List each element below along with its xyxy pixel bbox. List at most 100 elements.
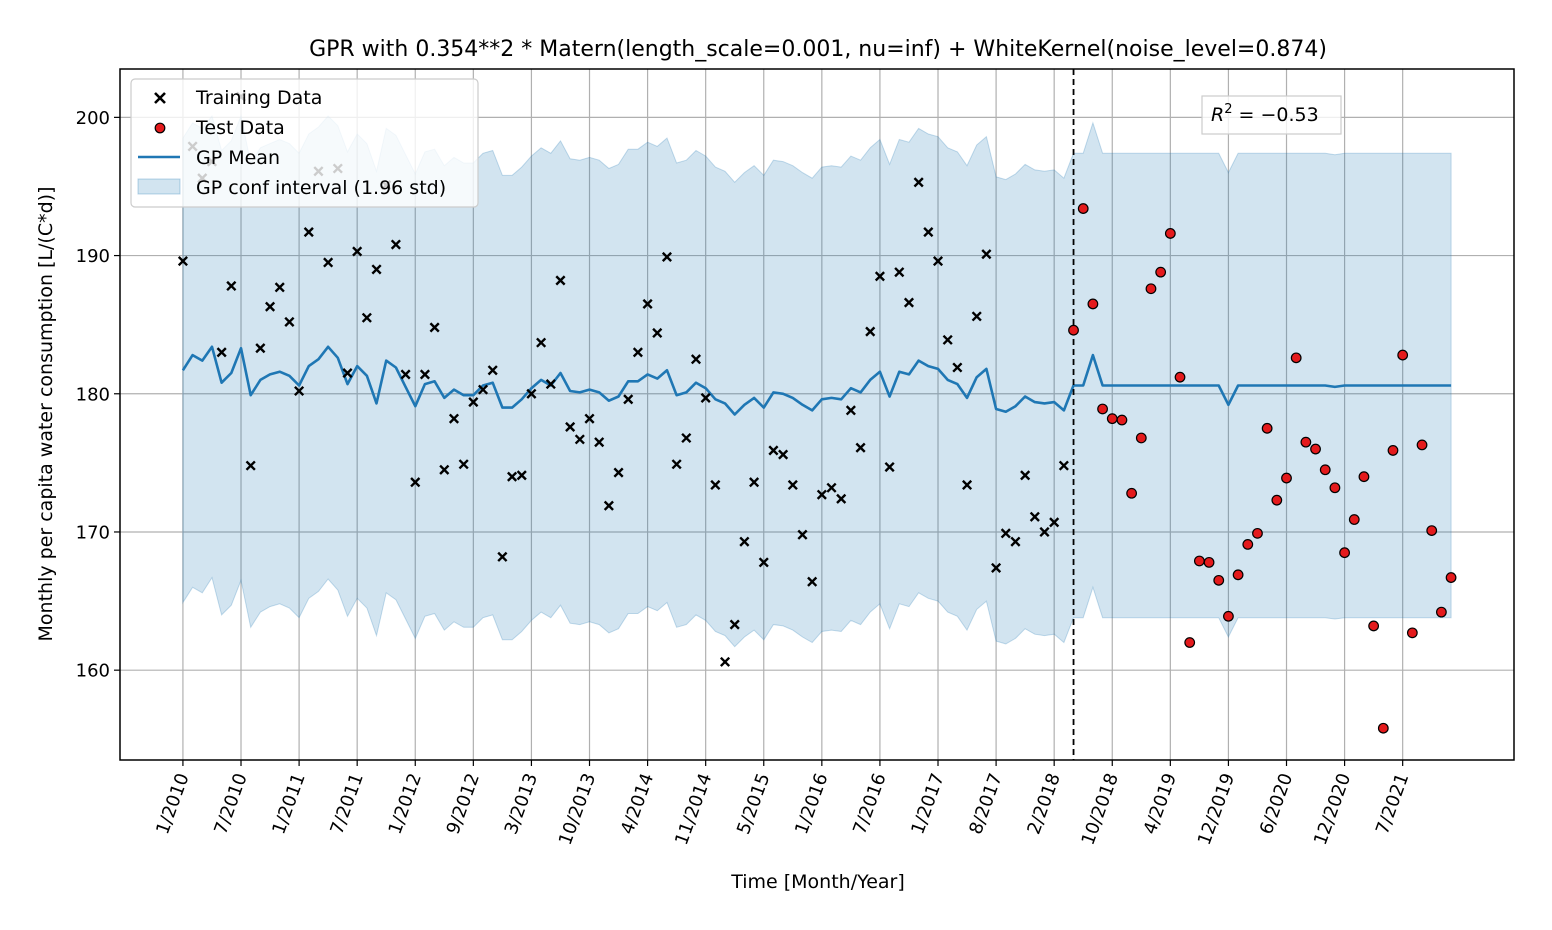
training-point <box>981 249 992 260</box>
training-point <box>477 384 489 395</box>
x-tick-label: 3/2013 <box>501 771 542 838</box>
training-point <box>1020 470 1031 481</box>
x-tick-label: 7/2011 <box>326 771 367 838</box>
training-point <box>913 177 924 188</box>
training-point <box>894 267 905 278</box>
training-point <box>952 362 963 373</box>
training-point <box>710 479 721 491</box>
training-point <box>603 500 614 511</box>
x-tick-label: 1/2016 <box>791 771 832 838</box>
training-point <box>884 461 895 473</box>
training-point <box>661 251 672 263</box>
training-point <box>797 529 808 540</box>
test-point <box>1406 627 1418 639</box>
training-point <box>1039 526 1050 538</box>
training-point <box>342 367 353 379</box>
test-point <box>1319 464 1331 476</box>
legend-label-training: Training Data <box>195 87 322 109</box>
x-tick-label: 10/2018 <box>1078 771 1123 848</box>
y-axis-ticks: 160 170 180 190 200 <box>76 108 120 682</box>
test-point <box>1271 494 1283 506</box>
training-point <box>429 322 440 333</box>
test-point <box>1242 539 1254 550</box>
x-tick-label: 6/2020 <box>1256 771 1297 838</box>
annotation-box <box>1201 95 1342 135</box>
test-point <box>1077 203 1089 214</box>
training-point <box>826 482 837 493</box>
test-point <box>1097 403 1108 415</box>
training-point <box>352 246 363 257</box>
x-tick-label: 7/2021 <box>1372 771 1413 838</box>
x-tick-label: 9/2012 <box>443 771 484 838</box>
chart-title: GPR with 0.354**2 * Matern(length_scale=… <box>309 37 1327 62</box>
test-point <box>1106 413 1118 425</box>
training-point <box>778 449 789 460</box>
test-point <box>1426 525 1438 536</box>
test-point <box>1174 371 1186 383</box>
test-point <box>1387 445 1399 456</box>
test-point <box>1261 422 1273 434</box>
training-point <box>642 298 653 309</box>
test-point <box>1397 349 1409 361</box>
training-point <box>177 256 188 267</box>
training-point <box>923 227 934 238</box>
test-point <box>1329 482 1341 494</box>
legend-label-mean: GP Mean <box>196 147 280 169</box>
test-point <box>1116 414 1128 426</box>
training-point <box>284 316 295 327</box>
test-point <box>1126 487 1138 499</box>
x-tick-label: 4/2014 <box>617 771 658 838</box>
training-point <box>458 459 469 470</box>
training-point <box>739 536 750 547</box>
test-point <box>1435 606 1447 618</box>
test-point <box>1377 722 1389 734</box>
training-point <box>545 379 556 390</box>
training-point <box>574 434 585 445</box>
training-point <box>507 471 518 482</box>
test-point <box>1193 555 1205 567</box>
gp-mean-layer <box>181 345 1452 416</box>
training-point <box>971 311 982 322</box>
training-point <box>584 413 595 424</box>
y-axis-label: Monthly per capita water consumption [L/… <box>35 187 57 642</box>
training-point <box>555 275 566 286</box>
training-point <box>749 477 760 488</box>
training-point <box>758 557 769 568</box>
test-point <box>1223 610 1234 622</box>
training-point <box>865 326 876 337</box>
x-tick-label: 7/2010 <box>210 771 251 838</box>
training-point <box>371 264 382 275</box>
training-point <box>807 576 818 587</box>
test-point <box>1300 436 1312 448</box>
training-point <box>448 413 460 424</box>
training-point <box>1058 460 1069 471</box>
y-tick-label: 170 <box>76 522 110 543</box>
y-tick-label: 160 <box>76 661 110 682</box>
confidence-band-layer <box>182 114 1452 648</box>
confidence-band <box>182 114 1452 648</box>
test-point <box>1290 352 1302 364</box>
training-point <box>932 256 944 267</box>
legend-marker-training <box>154 92 166 104</box>
training-point <box>497 551 508 562</box>
training-point <box>845 405 856 416</box>
test-point <box>1445 572 1457 583</box>
training-point <box>690 354 702 365</box>
training-point <box>245 460 256 471</box>
training-point <box>991 562 1002 573</box>
x-tick-label: 12/2020 <box>1310 771 1355 848</box>
training-point <box>903 297 915 308</box>
training-point <box>265 301 276 312</box>
test-points-layer <box>1068 203 1457 734</box>
training-point <box>536 337 547 348</box>
training-point <box>671 459 682 470</box>
test-point <box>1164 228 1176 239</box>
x-tick-label: 4/2019 <box>1140 771 1181 838</box>
x-tick-label: 8/2017 <box>965 771 1006 838</box>
x-tick-label: 7/2016 <box>849 771 890 838</box>
training-point <box>632 347 643 358</box>
training-point <box>255 343 266 354</box>
training-point <box>962 479 973 491</box>
training-point <box>719 656 731 667</box>
x-tick-label: 1/2010 <box>152 771 193 838</box>
